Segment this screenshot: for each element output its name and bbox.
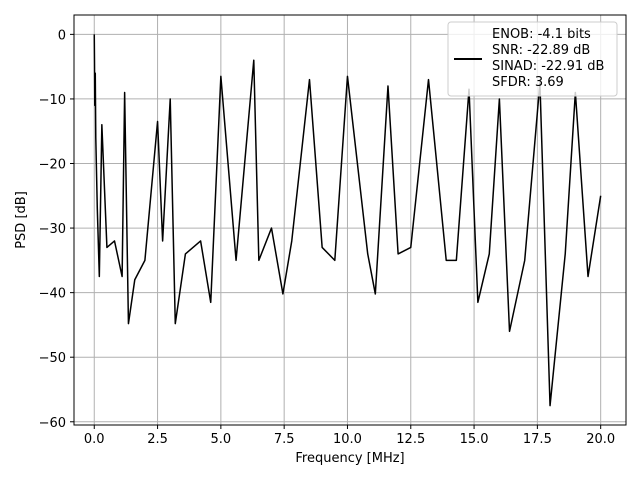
legend-sfdr-text: SFDR: 3.69 bbox=[492, 75, 564, 90]
psd-series bbox=[93, 34, 602, 407]
x-tick-label: 7.5 bbox=[274, 432, 295, 447]
psd-line bbox=[93, 34, 602, 407]
legend-box bbox=[447, 21, 618, 97]
x-tick-label: 20.0 bbox=[586, 432, 615, 447]
y-tick-label: −50 bbox=[39, 351, 66, 366]
plot-frame bbox=[73, 14, 627, 426]
y-axis-label: PSD [dB] bbox=[14, 191, 29, 249]
x-tick-label: 15.0 bbox=[460, 432, 489, 447]
x-tick-label: 2.5 bbox=[147, 432, 168, 447]
y-tick-label: −20 bbox=[39, 158, 66, 173]
y-tick-label: 0 bbox=[58, 28, 66, 43]
x-tick-label: 0.0 bbox=[84, 432, 105, 447]
x-tick-label: 10.0 bbox=[333, 432, 362, 447]
axis-ticks: 0.0 2.5 5.0 7.5 10.0 12.5 15.0 17.5 20.0 0 −10 −20 −… bbox=[39, 28, 616, 447]
y-tick-label: −10 bbox=[39, 93, 66, 108]
y-tick-label: −40 bbox=[39, 287, 66, 302]
x-axis-label: Frequency [MHz] bbox=[295, 451, 404, 466]
y-tick-label: −30 bbox=[39, 222, 66, 237]
legend-enob-text: ENOB: -4.1 bits bbox=[492, 27, 591, 42]
legend-sinad-text: SINAD: -22.91 dB bbox=[492, 59, 604, 74]
y-tick-label: −60 bbox=[39, 416, 66, 431]
x-tick-label: 5.0 bbox=[211, 432, 232, 447]
x-tick-label: 12.5 bbox=[396, 432, 425, 447]
legend: ENOB: -4.1 bits SNR: -22.89 dB SINAD: -2… bbox=[447, 21, 618, 97]
legend-snr-text: SNR: -22.89 dB bbox=[492, 43, 590, 58]
x-tick-label: 17.5 bbox=[523, 432, 552, 447]
